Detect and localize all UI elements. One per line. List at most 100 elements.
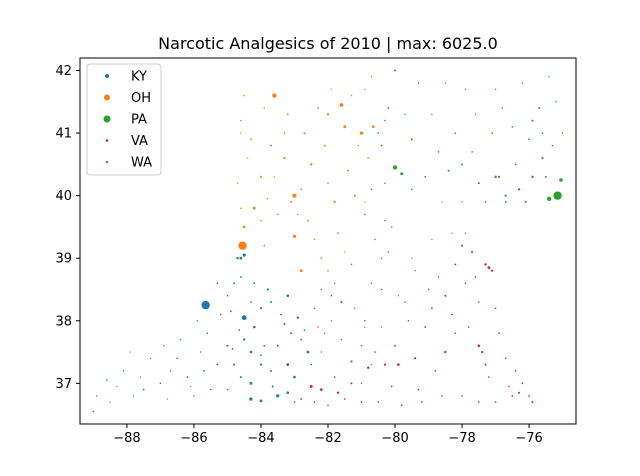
point-oh-29 xyxy=(243,94,246,97)
point-va-31 xyxy=(511,394,514,397)
point-ky-35 xyxy=(166,398,168,400)
point-va-0 xyxy=(309,385,313,388)
point-va-24 xyxy=(377,401,380,403)
point-va-28 xyxy=(461,395,463,397)
point-ky-54 xyxy=(199,351,202,353)
point-ky-72 xyxy=(283,322,286,325)
point-va-43 xyxy=(417,388,420,391)
point-oh-30 xyxy=(286,113,289,116)
point-ky-13 xyxy=(286,391,290,395)
y-tick-label: 40 xyxy=(55,189,72,204)
point-ky-63 xyxy=(271,385,274,388)
point-va-18 xyxy=(444,294,447,297)
point-pa-3 xyxy=(392,165,398,170)
point-oh-27 xyxy=(250,138,252,141)
y-tick-label: 37 xyxy=(55,377,72,392)
point-pa-7 xyxy=(517,188,521,191)
point-oh-16 xyxy=(270,144,273,147)
point-oh-51 xyxy=(357,144,359,147)
point-va-49 xyxy=(293,401,296,403)
point-ky-32 xyxy=(92,410,95,413)
point-pa-39 xyxy=(431,113,433,116)
point-va-2 xyxy=(336,391,340,394)
point-oh-26 xyxy=(263,244,266,247)
point-ky-46 xyxy=(310,363,313,366)
point-va-5 xyxy=(383,363,387,366)
point-ky-39 xyxy=(233,282,236,285)
point-va-3 xyxy=(350,382,353,385)
point-pa-24 xyxy=(548,76,550,78)
point-ky-47 xyxy=(320,351,322,353)
point-va-47 xyxy=(313,401,316,404)
point-ky-60 xyxy=(229,310,232,313)
point-va-63 xyxy=(330,295,333,297)
point-va-44 xyxy=(390,385,393,388)
point-va-1 xyxy=(319,388,323,391)
point-pa-8 xyxy=(531,175,534,179)
point-va-51 xyxy=(374,351,376,353)
point-ky-28 xyxy=(142,388,145,391)
legend-marker-va xyxy=(105,139,109,142)
point-ky-67 xyxy=(196,320,198,322)
point-va-14 xyxy=(491,269,494,272)
point-oh-24 xyxy=(306,219,309,222)
point-ky-19 xyxy=(270,369,273,372)
point-pa-51 xyxy=(541,132,544,134)
point-ky-11 xyxy=(306,350,310,354)
point-ky-57 xyxy=(149,357,152,360)
point-ky-7 xyxy=(249,350,253,354)
legend-label-pa: PA xyxy=(131,113,147,128)
x-tick-label: −76 xyxy=(515,431,542,446)
point-va-12 xyxy=(487,266,491,269)
point-ky-51 xyxy=(226,294,229,297)
point-ky-45 xyxy=(300,338,303,341)
point-ky-41 xyxy=(253,282,256,285)
point-pa-2 xyxy=(559,178,563,182)
point-oh-5 xyxy=(371,125,375,129)
point-oh-21 xyxy=(367,157,370,160)
point-va-64 xyxy=(317,326,319,328)
point-va-53 xyxy=(427,288,430,291)
point-va-60 xyxy=(364,326,366,328)
point-pa-19 xyxy=(417,82,420,84)
point-ky-14 xyxy=(243,338,246,341)
point-wa-1 xyxy=(350,360,353,363)
point-oh-11 xyxy=(326,113,330,116)
point-va-26 xyxy=(421,401,423,403)
x-tick-label: −82 xyxy=(314,431,341,446)
legend: KY OH PA VA WA xyxy=(86,63,162,176)
point-oh-8 xyxy=(252,206,256,210)
point-wa-16 xyxy=(360,382,363,385)
point-pa-48 xyxy=(384,119,386,122)
point-wa-3 xyxy=(363,319,366,322)
point-ky-64 xyxy=(239,256,243,260)
point-ky-62 xyxy=(260,354,262,357)
point-oh-52 xyxy=(240,132,242,134)
point-wa-13 xyxy=(313,307,316,310)
point-ky-42 xyxy=(270,301,273,303)
point-wa-21 xyxy=(451,232,453,234)
point-ky-68 xyxy=(169,370,172,372)
point-pa-30 xyxy=(491,132,494,134)
point-oh-9 xyxy=(242,225,246,229)
point-oh-18 xyxy=(323,144,326,147)
point-ky-36 xyxy=(193,395,195,397)
point-ky-43 xyxy=(280,313,282,316)
point-ky-10 xyxy=(296,316,300,319)
point-wa-18 xyxy=(397,295,400,297)
point-pa-22 xyxy=(494,88,497,90)
point-pa-44 xyxy=(441,201,443,203)
point-wa-12 xyxy=(320,288,323,291)
point-va-48 xyxy=(300,398,303,400)
point-oh-3 xyxy=(339,103,344,107)
point-pa-47 xyxy=(471,151,473,153)
point-pa-18 xyxy=(394,69,397,72)
point-wa-17 xyxy=(380,326,383,328)
point-va-55 xyxy=(467,326,470,328)
point-va-8 xyxy=(444,350,447,354)
point-pa-0 xyxy=(553,191,562,200)
x-tick-label: −78 xyxy=(448,431,475,446)
point-wa-8 xyxy=(364,213,366,216)
point-ky-50 xyxy=(250,301,252,303)
